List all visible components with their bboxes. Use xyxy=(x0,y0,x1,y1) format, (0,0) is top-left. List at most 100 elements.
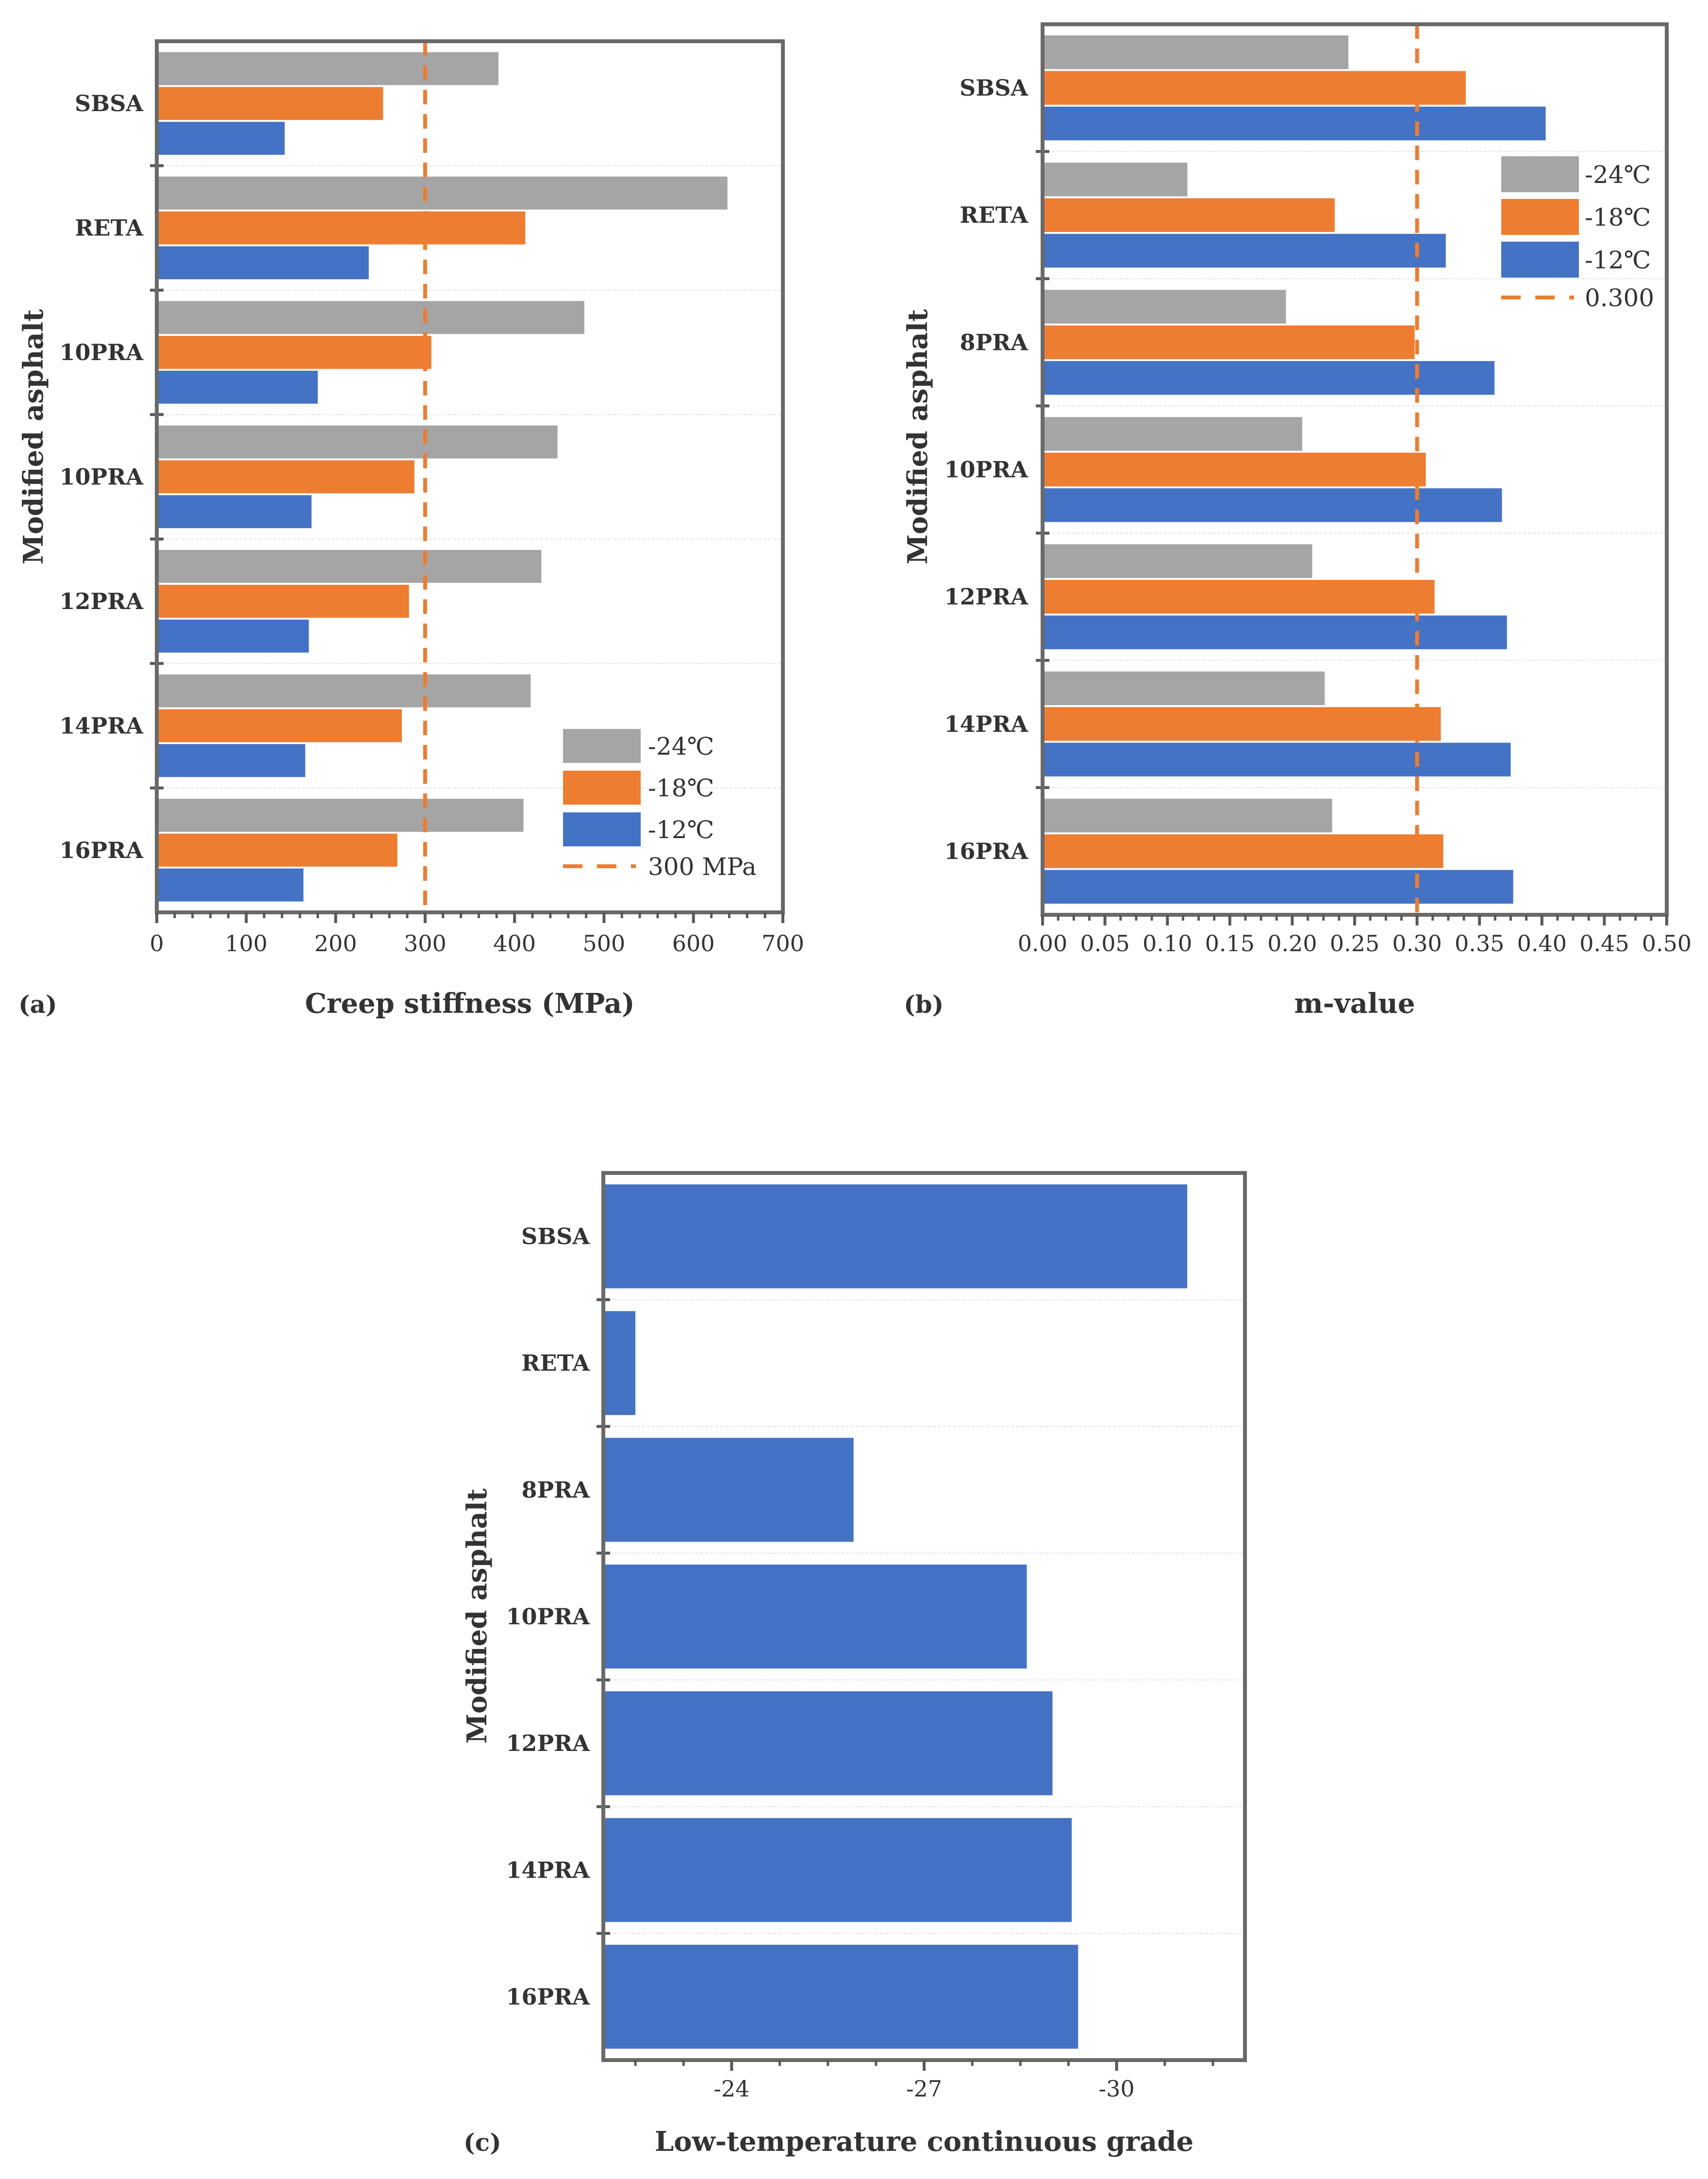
category-label: RETA xyxy=(960,202,1028,228)
y-axis-title: Modified asphalt xyxy=(461,1488,493,1744)
legend-swatch xyxy=(563,729,641,763)
panel-label: (b) xyxy=(904,990,944,1019)
bar-14pra-series-2 xyxy=(1043,743,1511,776)
x-tick-label: 0.00 xyxy=(1018,930,1067,957)
x-tick-label: 0.30 xyxy=(1392,930,1442,957)
bar-10pra-series-1 xyxy=(157,460,415,494)
bar-reta-series-1 xyxy=(1043,198,1335,232)
bar-16pra-series-2 xyxy=(1043,870,1513,904)
category-label: 14PRA xyxy=(59,712,144,739)
bar-14pra-series-0 xyxy=(1043,671,1325,706)
x-tick-label: 0.40 xyxy=(1517,930,1567,957)
bar-12pra-series-2 xyxy=(1043,615,1507,649)
category-label: SBSA xyxy=(521,1223,590,1250)
bar-14pra-series-1 xyxy=(1043,707,1441,741)
x-tick-label: 0.20 xyxy=(1267,930,1317,957)
bar-sbsa-series-2 xyxy=(157,122,285,155)
bar-10pra-series-2 xyxy=(157,370,318,404)
bar-reta-series-2 xyxy=(157,246,369,280)
legend-swatch xyxy=(1501,242,1579,278)
bar-8pra-series-2 xyxy=(1043,361,1495,395)
panel-label: (a) xyxy=(18,990,57,1019)
bar-14pra-series-1 xyxy=(157,709,402,743)
bar-reta-series-0 xyxy=(157,176,728,210)
bar-sbsa-series-1 xyxy=(157,87,383,120)
bar-14pra-series-2 xyxy=(157,744,305,777)
x-tick-label: 0.50 xyxy=(1642,930,1691,957)
bar-12pra-series-2 xyxy=(157,619,309,653)
legend-label: -12℃ xyxy=(648,816,714,844)
plot-frame xyxy=(155,39,785,914)
category-label: 10PRA xyxy=(59,464,144,490)
bar-8pra-series-1 xyxy=(1043,325,1415,360)
bar-16pra xyxy=(603,1945,1078,2049)
x-tick-label: 0.15 xyxy=(1205,930,1255,957)
bar-8pra xyxy=(603,1437,854,1542)
panel-label: (c) xyxy=(464,2128,501,2157)
category-label: 10PRA xyxy=(944,457,1028,483)
category-label: 12PRA xyxy=(506,1730,590,1756)
x-tick-label: -27 xyxy=(906,2076,942,2102)
x-tick-label: 0.05 xyxy=(1080,930,1129,957)
legend: -24℃ -18℃ -12℃ 0.300 xyxy=(1501,156,1654,312)
bar-14pra xyxy=(603,1818,1072,1922)
x-tick-label: 600 xyxy=(672,930,715,957)
legend-label: -18℃ xyxy=(648,774,714,802)
legend-label: -24℃ xyxy=(648,732,714,760)
category-label: 16PRA xyxy=(59,837,144,863)
bar-16pra-series-1 xyxy=(157,833,398,867)
x-tick-label: 0 xyxy=(149,930,164,957)
bar-14pra-series-0 xyxy=(157,674,531,708)
x-tick-label: 0.45 xyxy=(1579,930,1629,957)
x-tick-label: 300 xyxy=(404,930,447,957)
category-label: RETA xyxy=(521,1350,590,1376)
x-tick-label: 400 xyxy=(493,930,536,957)
x-tick-label: 200 xyxy=(315,930,357,957)
bar-sbsa-series-1 xyxy=(1043,71,1466,105)
bar-10pra-series-2 xyxy=(157,495,312,528)
panel-a-creep-stiffness: SBSA RETA 10PRA 10PRA 12PRA 14PRA 16PRA 0 100 200… xyxy=(17,39,804,1020)
bar-reta-series-0 xyxy=(1043,163,1188,197)
x-tick-label: -30 xyxy=(1099,2076,1135,2102)
x-tick-label: 0.10 xyxy=(1143,930,1192,957)
x-tick-label: 0.25 xyxy=(1330,930,1379,957)
y-axis-title: Modified asphalt xyxy=(17,309,50,564)
category-label: 10PRA xyxy=(506,1603,590,1630)
bar-16pra-series-2 xyxy=(157,868,304,902)
category-label: 8PRA xyxy=(960,329,1028,355)
legend-swatch xyxy=(563,771,641,805)
panel-b-m-value: SBSA RETA 8PRA 10PRA 12PRA 14PRA 16PRA 0.00 0.05… xyxy=(902,22,1691,1020)
bar-16pra-series-1 xyxy=(1043,834,1443,868)
category-label: 16PRA xyxy=(506,1983,590,2010)
bar-10pra-series-0 xyxy=(157,425,558,459)
legend: -24℃ -18℃ -12℃ 300 MPa xyxy=(563,729,757,881)
bar-sbsa xyxy=(603,1184,1188,1288)
category-label: 14PRA xyxy=(944,711,1028,737)
x-axis-title: m-value xyxy=(1294,988,1415,1020)
bar-sbsa-series-0 xyxy=(157,52,498,85)
bar-8pra-series-0 xyxy=(1043,290,1286,324)
category-label: 8PRA xyxy=(521,1477,590,1503)
x-tick-label: 0.35 xyxy=(1455,930,1504,957)
bar-sbsa-series-0 xyxy=(1043,35,1349,69)
legend-label: -12℃ xyxy=(1585,246,1651,274)
category-label: 16PRA xyxy=(944,838,1028,864)
bar-12pra xyxy=(603,1691,1053,1796)
x-tick-label: -24 xyxy=(713,2076,749,2102)
bar-10pra-series-1 xyxy=(157,336,431,369)
x-axis-title: Creep stiffness (MPa) xyxy=(305,988,634,1020)
y-axis-title: Modified asphalt xyxy=(902,309,934,564)
legend-label: -18℃ xyxy=(1585,203,1651,231)
bar-reta-series-1 xyxy=(157,211,526,245)
category-label: 10PRA xyxy=(59,339,144,365)
bar-10pra xyxy=(603,1564,1027,1669)
bar-16pra-series-0 xyxy=(157,799,524,832)
bar-10pra-series-1 xyxy=(1043,452,1426,487)
legend-swatch xyxy=(563,812,641,846)
legend-label: -24℃ xyxy=(1585,161,1651,189)
bar-12pra-series-1 xyxy=(1043,579,1435,614)
panel-c-low-temperature-grade: SBSA RETA 8PRA 10PRA 12PRA 14PRA 16PRA -24 -27 -3… xyxy=(461,1171,1247,2158)
bar-10pra-series-0 xyxy=(1043,417,1302,451)
bar-reta-series-2 xyxy=(1043,233,1446,268)
